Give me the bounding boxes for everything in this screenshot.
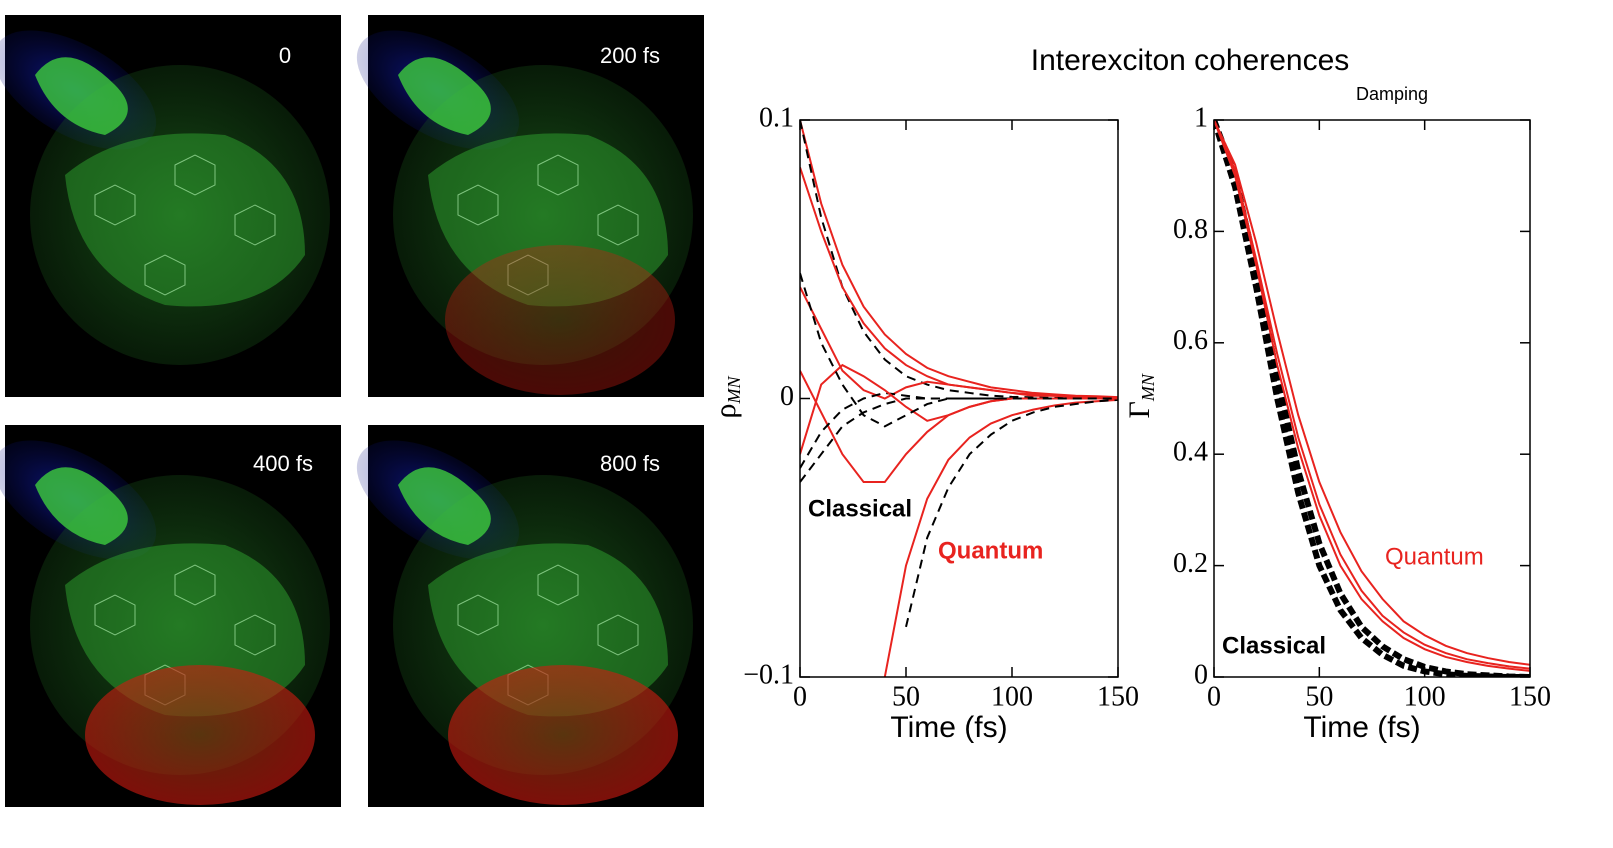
y-tick-label: −0.1: [743, 659, 794, 690]
chart: Damping 0 50 100 150 0 0.2 0.4 0.6 0.8 1 Time (fs) Γ…: [1123, 84, 1551, 744]
x-axis-label: Time (fs): [890, 711, 1007, 744]
y-tick-label: 0.8: [1173, 214, 1208, 245]
series-line: [1214, 120, 1530, 666]
x-tick-label: 100: [991, 681, 1033, 712]
chart-title: Damping: [1356, 84, 1428, 104]
series-line: [800, 120, 1118, 400]
y-tick-label: 0: [1194, 659, 1208, 690]
x-tick-label: 0: [1207, 681, 1221, 712]
series-line: [1214, 120, 1530, 677]
y-axis-symbol: Γ: [1123, 401, 1156, 418]
annotation: Quantum: [938, 537, 1043, 564]
x-tick-label: 50: [892, 681, 920, 712]
panel-label: 200 fs: [600, 43, 660, 68]
panel-label: 800 fs: [600, 451, 660, 476]
series-line: [800, 120, 1118, 399]
y-axis-label: ΓMN: [1123, 373, 1158, 418]
x-tick-label: 100: [1404, 681, 1446, 712]
y-tick-label: 0.6: [1173, 325, 1208, 356]
y-axis-label: ρMN: [709, 376, 744, 419]
x-axis-label: Time (fs): [1303, 711, 1420, 744]
plot-frame: [1213, 119, 1531, 678]
series-line: [883, 398, 1118, 677]
x-tick-label: 150: [1509, 681, 1551, 712]
y-tick-label: 1: [1194, 102, 1208, 133]
region-overlay: [445, 245, 675, 395]
region-overlay: [85, 665, 315, 805]
x-tick-label: 0: [793, 681, 807, 712]
series-line: [800, 167, 1118, 399]
plot-frame: [799, 119, 1119, 678]
annotation: Quantum: [1385, 543, 1484, 570]
x-tick-label: 150: [1097, 681, 1139, 712]
panel-label: 0: [279, 43, 291, 68]
series-line: [800, 286, 1118, 400]
series-line: [1214, 120, 1530, 677]
y-tick-label: 0.2: [1173, 548, 1208, 579]
y-tick-label: 0.4: [1173, 437, 1208, 468]
series-line: [800, 397, 1118, 483]
figure-title: Interexciton coherences: [1031, 44, 1350, 77]
region-overlay: [448, 665, 678, 805]
series-line: [1214, 120, 1530, 672]
annotation: Classical: [1222, 632, 1326, 659]
y-axis-symbol: ρ: [709, 404, 742, 419]
series-line: [1214, 120, 1530, 670]
panel-label: 400 fs: [253, 451, 313, 476]
annotation: Classical: [808, 495, 912, 522]
series-line: [905, 398, 1118, 628]
y-tick-label: 0.1: [759, 102, 794, 133]
y-axis-subscript: MN: [1138, 373, 1158, 402]
series-line: [800, 272, 1118, 428]
y-axis-subscript: MN: [724, 376, 744, 405]
x-tick-label: 50: [1305, 681, 1333, 712]
y-tick-label: 0: [780, 381, 794, 412]
series-line: [800, 370, 1118, 484]
